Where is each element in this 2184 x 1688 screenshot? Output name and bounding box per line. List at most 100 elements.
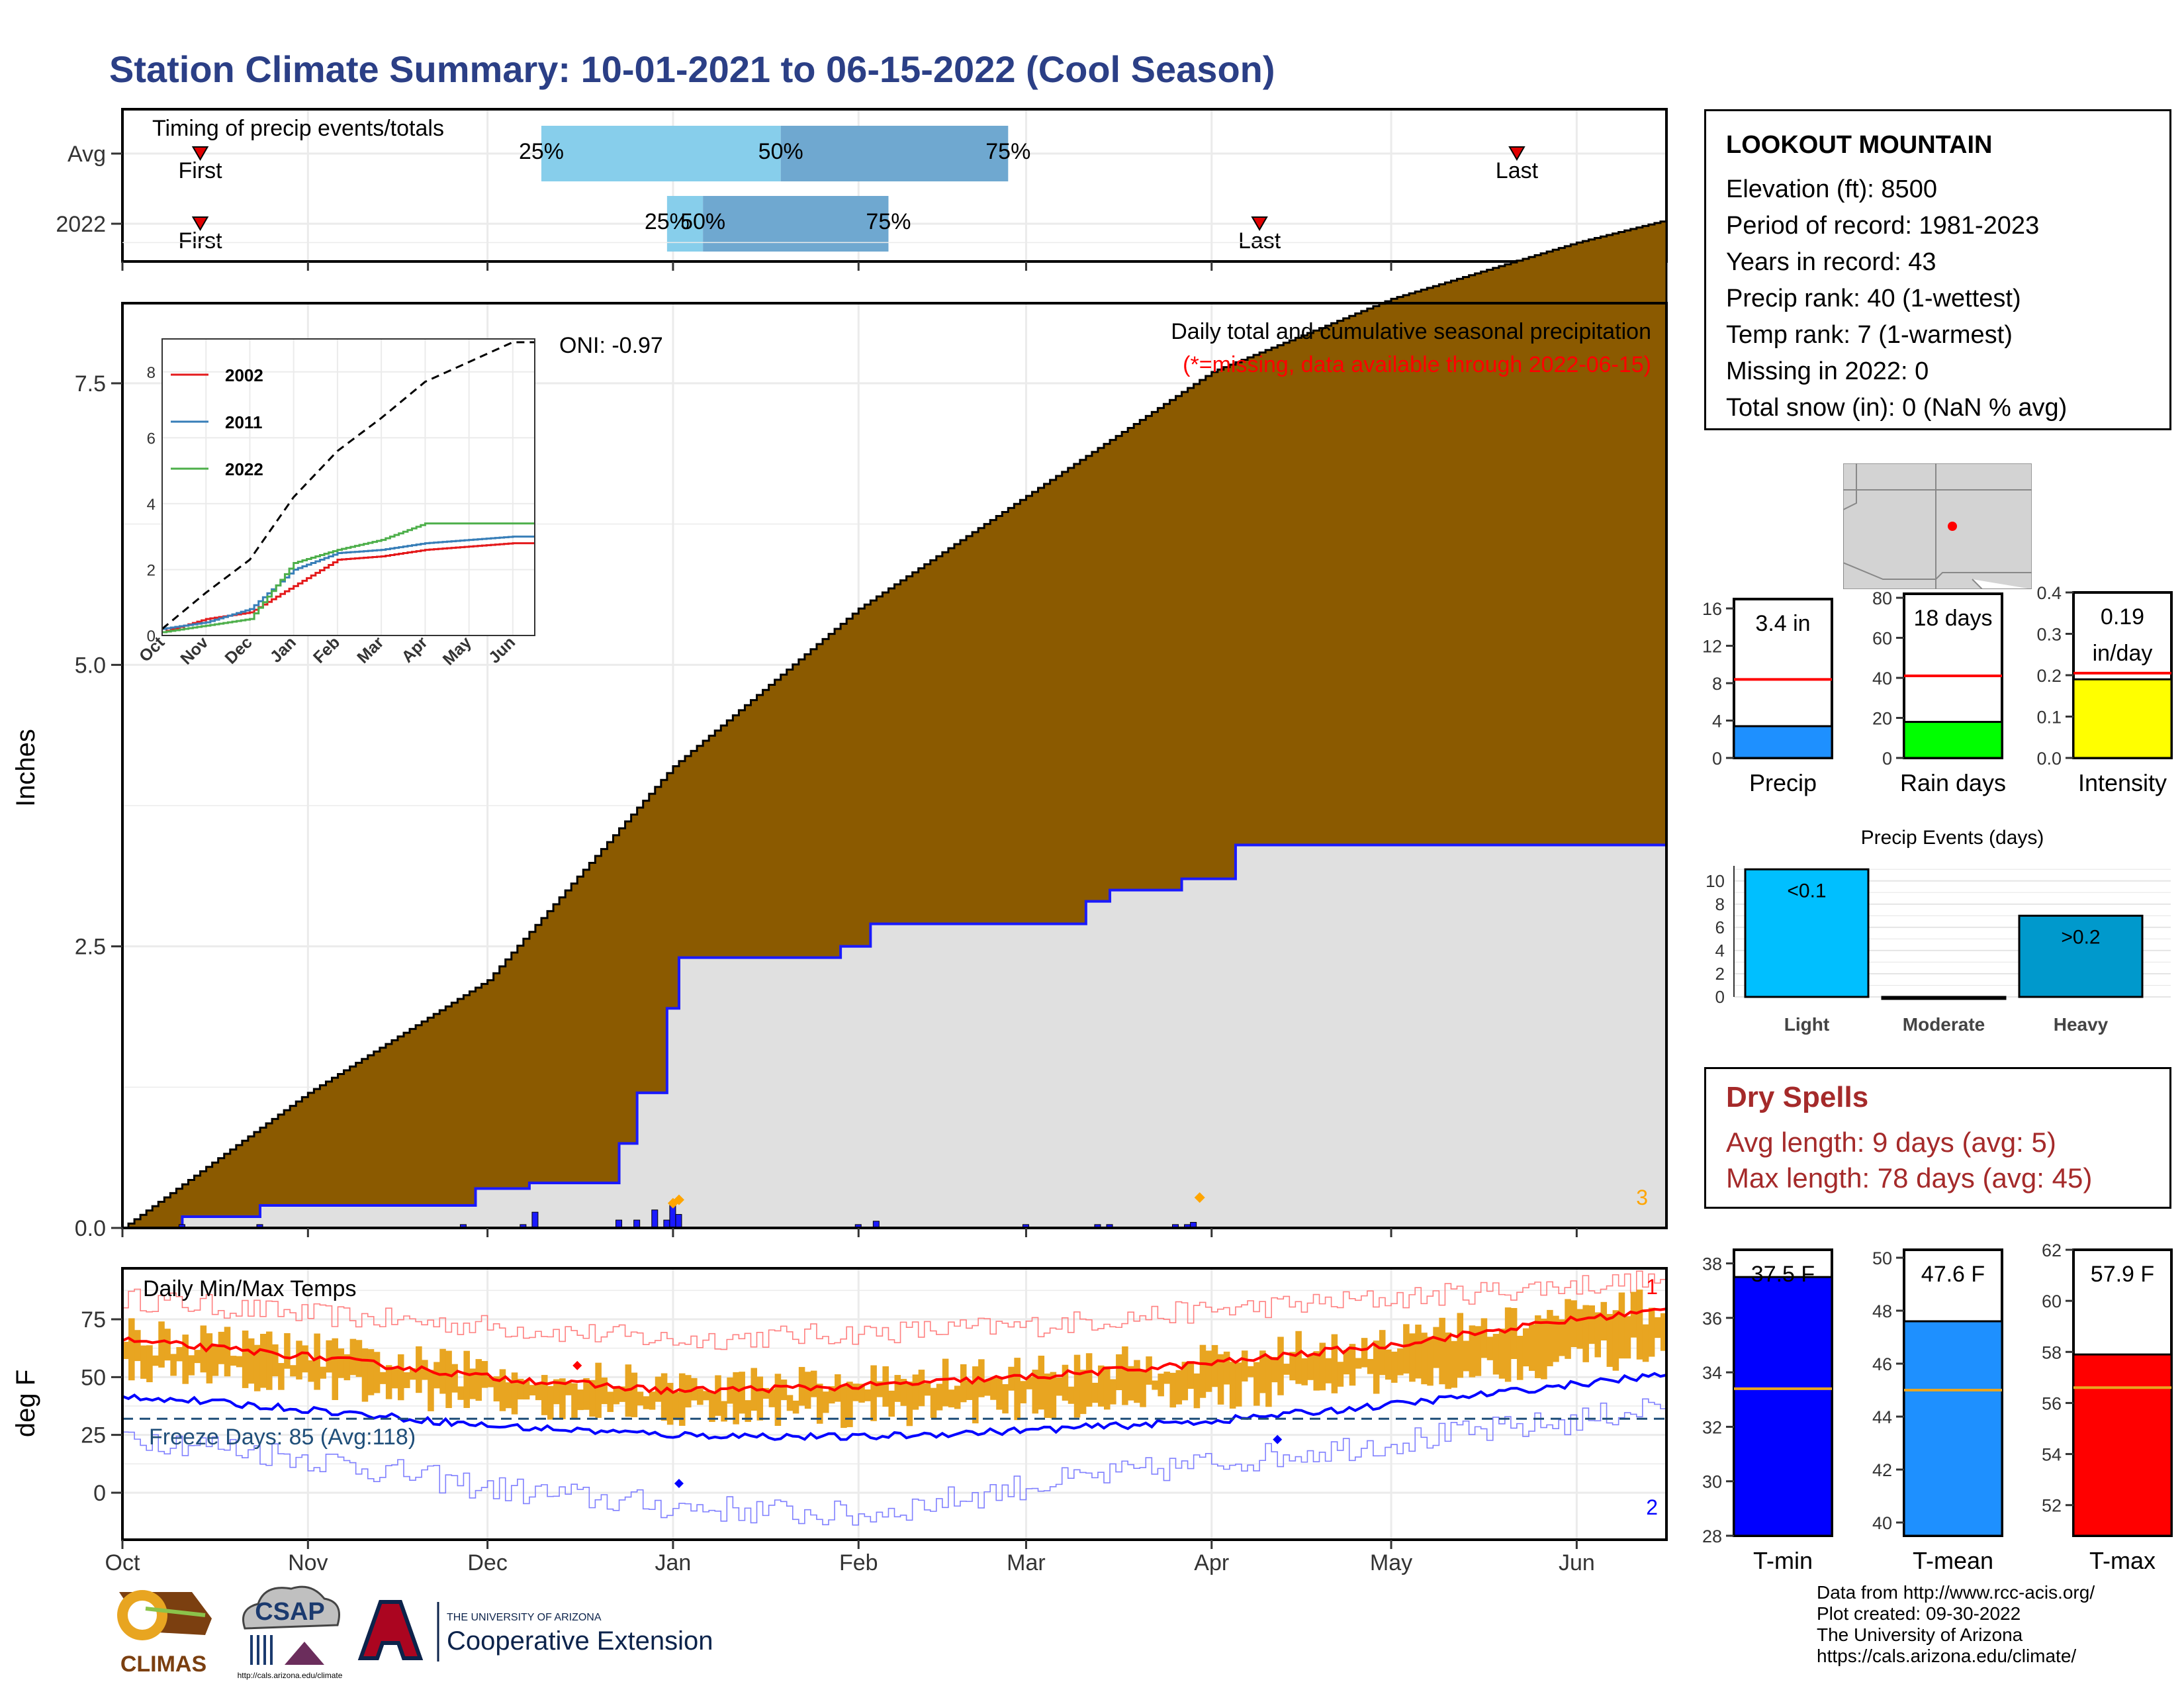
- daily-temp-bar: [1211, 1344, 1218, 1387]
- daily-temp-bar: [721, 1401, 727, 1422]
- daily-temp-bar: [786, 1395, 794, 1411]
- precip-y-tick-label: 2.5: [75, 935, 106, 960]
- daily-temp-bar: [1498, 1329, 1506, 1379]
- station-precip-rank: Precip rank: 40 (1-wettest): [1726, 285, 2021, 312]
- daily-temp-bar: [984, 1380, 991, 1396]
- timing-avg-last-label: Last: [1496, 158, 1539, 183]
- daily-temp-bar: [284, 1333, 291, 1369]
- daily-temp-bar: [1235, 1362, 1242, 1407]
- daily-temp-bar: [379, 1372, 387, 1384]
- daily-temp-bar: [391, 1366, 398, 1389]
- precip-y-tick-label: 7.5: [75, 371, 106, 397]
- daily-temp-bar: [487, 1377, 494, 1387]
- daily-temp-bar: [936, 1383, 943, 1411]
- month-tick-label: Jun: [1559, 1550, 1595, 1575]
- station-snow: Total snow (in): 0 (NaN % avg): [1726, 394, 2068, 422]
- daily-temp-bar: [1116, 1354, 1122, 1391]
- timing-panel-border: [121, 108, 1668, 263]
- daily-temp-bar: [583, 1378, 590, 1410]
- daily-temp-bar: [1504, 1307, 1512, 1382]
- daily-temp-bar: [493, 1376, 500, 1402]
- daily-temp-bar: [846, 1382, 853, 1427]
- daily-temp-bar: [505, 1382, 512, 1409]
- inset-line-avg: [161, 341, 535, 630]
- daily-temp-bar: [397, 1354, 404, 1401]
- daily-temp-bar: [308, 1360, 314, 1382]
- inset-legend-label: 2002: [225, 365, 263, 385]
- daily-temp-bar: [1510, 1307, 1518, 1360]
- station-missing: Missing in 2022: 0: [1726, 357, 1929, 385]
- daily-temp-bar: [1355, 1358, 1362, 1369]
- daily-temp-bar: [1217, 1354, 1224, 1405]
- daily-temp-bar: [631, 1372, 638, 1417]
- daily-temp-bar: [864, 1389, 871, 1401]
- record-max-temp-line: [122, 1269, 1667, 1350]
- daily-temp-bar: [218, 1331, 225, 1364]
- daily-temp-bar: [1403, 1324, 1410, 1374]
- daily-temp-bar: [1600, 1301, 1608, 1340]
- avg-max-temp-line: [122, 1307, 1667, 1395]
- daily-temp-bar: [1480, 1318, 1488, 1358]
- daily-temp-bar: [1529, 1324, 1535, 1371]
- daily-temp-bar: [1642, 1324, 1649, 1362]
- daily-temp-bar: [1097, 1365, 1105, 1407]
- daily-temp-bar: [170, 1354, 177, 1376]
- daily-temp-bar: [589, 1380, 596, 1417]
- timing-2022-last-marker: [1251, 216, 1268, 231]
- ua-cooperative-extension-logo: THE UNIVERSITY OF ARIZONA Cooperative Ex…: [357, 1595, 754, 1668]
- precip-y-tick-label: 0.0: [75, 1216, 106, 1241]
- daily-temp-bar: [1241, 1350, 1248, 1382]
- daily-temp-bar: [1253, 1362, 1260, 1406]
- daily-temp-bar: [948, 1389, 955, 1408]
- daily-temp-bar: [242, 1331, 249, 1388]
- daily-temp-bar: [1140, 1370, 1146, 1407]
- daily-temp-bar: [332, 1338, 339, 1401]
- daily-temp-bar: [1002, 1383, 1009, 1414]
- daily-temp-bar: [451, 1364, 458, 1393]
- daily-temp-bar: [1229, 1362, 1236, 1409]
- daily-temp-bar: [349, 1338, 357, 1376]
- daily-temp-bar: [942, 1358, 949, 1407]
- daily-temp-bar: [1265, 1356, 1272, 1407]
- daily-temp-bar: [439, 1348, 446, 1394]
- daily-temp-bar: [1122, 1346, 1128, 1405]
- footer-data-source: Data from http://www.rcc-acis.org/: [1817, 1582, 2095, 1603]
- daily-temp-bar: [649, 1391, 656, 1410]
- daily-temp-bar: [134, 1330, 141, 1362]
- inset-bg: [162, 339, 535, 635]
- daily-temp-bar: [1475, 1326, 1482, 1376]
- daily-temp-bar: [966, 1380, 973, 1400]
- temp-corner-top: 1: [1646, 1275, 1658, 1299]
- daily-temp-bar: [1415, 1325, 1422, 1379]
- inset-border: [161, 338, 535, 636]
- climas-logo-mark: CLIMAS: [117, 1590, 212, 1677]
- month-tick-label: Mar: [1007, 1550, 1046, 1575]
- daily-temp-bar: [852, 1383, 859, 1401]
- daily-temp-bar: [152, 1355, 159, 1366]
- daily-temp-bar: [248, 1338, 255, 1384]
- footer-plot-created: Plot created: 09-30-2022: [1817, 1603, 2021, 1624]
- daily-temp-bar: [882, 1366, 889, 1407]
- timing-2022-q50-label: 50%: [680, 209, 725, 234]
- locator-map: [1843, 463, 2032, 589]
- daily-temp-bar: [1588, 1305, 1595, 1344]
- daily-temp-bar: [410, 1368, 416, 1380]
- daily-temp-bar: [1463, 1340, 1470, 1372]
- timing-panel-label: Timing of precip events/totals: [152, 116, 444, 141]
- daily-temp-bar: [1445, 1333, 1451, 1389]
- timing-2022-q75-label: 75%: [866, 209, 911, 234]
- daily-temp-bar: [176, 1346, 183, 1362]
- timing-2022-first-label: First: [179, 228, 223, 254]
- timing-row-label: 2022: [56, 212, 106, 237]
- inset-line-2022: [162, 522, 535, 633]
- station-years: Years in record: 43: [1726, 248, 1936, 276]
- daily-temp-bar: [1492, 1334, 1500, 1375]
- station-name: LOOKOUT MOUNTAIN: [1726, 131, 1993, 159]
- daily-temp-bar: [1469, 1325, 1476, 1378]
- daily-temp-bar: [1103, 1366, 1111, 1410]
- daily-temp-bar: [1516, 1335, 1524, 1380]
- daily-temp-bar: [900, 1379, 907, 1406]
- daily-temp-bar: [230, 1356, 237, 1366]
- daily-temp-bar: [422, 1360, 428, 1380]
- daily-temp-bar: [924, 1383, 931, 1396]
